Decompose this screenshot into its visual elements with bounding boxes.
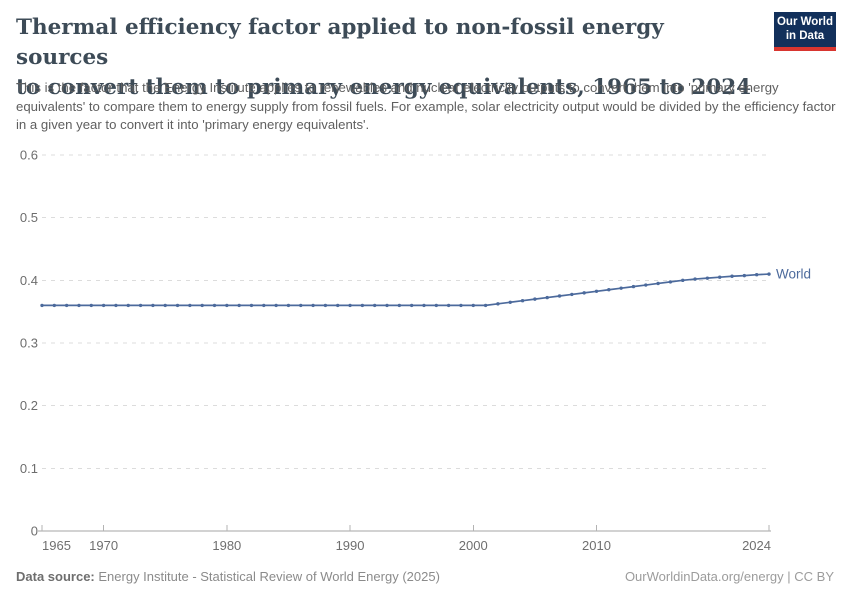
chart-title: Thermal efficiency factor applied to non… <box>16 13 761 103</box>
x-axis-tick-label: 2010 <box>582 538 611 553</box>
data-point <box>459 303 463 308</box>
data-point <box>138 303 143 308</box>
y-axis-tick-label: 0.1 <box>20 461 38 476</box>
owid-logo-line1: Our World <box>776 16 833 28</box>
data-point <box>718 275 722 279</box>
y-axis-tick-label: 0 <box>31 524 38 539</box>
data-point <box>323 303 328 308</box>
x-axis-tick-label: 2024 <box>742 538 771 553</box>
data-point <box>668 280 673 284</box>
data-point <box>385 303 389 308</box>
data-point <box>225 303 229 308</box>
data-point <box>372 303 377 308</box>
data-point <box>126 303 130 308</box>
data-point <box>508 300 512 304</box>
line-chart-svg: 0 0.1 0.2 0.3 0.4 0.5 0.6 1965 1970 1980 1990 2000 2… <box>20 147 811 553</box>
data-point <box>533 297 537 301</box>
data-point <box>582 291 586 295</box>
data-point <box>754 272 759 277</box>
data-point <box>101 303 106 308</box>
data-point <box>767 272 771 276</box>
data-point <box>446 303 451 308</box>
data-point <box>434 303 439 308</box>
data-point <box>471 303 475 308</box>
x-axis-tick-label: 1970 <box>89 538 118 553</box>
data-point <box>262 303 266 308</box>
data-source-label: Data source: <box>16 569 95 584</box>
data-point <box>175 303 180 308</box>
owid-logo-line2: in Data <box>785 29 825 42</box>
data-point <box>336 303 340 308</box>
owid-logo: Our World in Data <box>774 12 836 51</box>
line-chart: 0 0.1 0.2 0.3 0.4 0.5 0.6 1965 1970 1980 1990 2000 2… <box>0 140 850 570</box>
data-point <box>483 303 488 308</box>
y-axis-tick-label: 0.5 <box>20 210 38 225</box>
chart-title-line1: Thermal efficiency factor applied to non… <box>16 15 664 70</box>
data-point <box>693 277 697 281</box>
series-line <box>41 273 770 307</box>
data-point <box>545 295 549 300</box>
data-point <box>730 274 734 278</box>
data-point <box>681 278 685 283</box>
data-point <box>397 303 402 308</box>
x-axis-tick-label: 1965 <box>42 538 71 553</box>
data-point <box>656 281 660 286</box>
data-point <box>496 302 500 306</box>
data-point <box>422 303 426 308</box>
data-point <box>644 283 648 287</box>
data-point <box>360 303 365 308</box>
data-point <box>114 303 118 308</box>
chart-footer: Data source: Energy Institute - Statisti… <box>16 569 834 584</box>
y-axis-tick-label: 0.4 <box>20 273 38 288</box>
data-point <box>200 303 204 308</box>
data-point <box>89 303 93 308</box>
data-point <box>607 288 611 292</box>
data-point <box>163 303 167 308</box>
data-point <box>520 298 525 303</box>
data-point <box>40 303 44 308</box>
data-point <box>188 303 192 308</box>
y-axis-tick-label: 0.2 <box>20 398 38 413</box>
data-point <box>705 276 710 280</box>
chart-subtitle: This is the factor that the Energy Insti… <box>16 80 836 132</box>
data-point <box>286 303 291 308</box>
data-point <box>212 303 217 308</box>
data-point <box>311 303 315 308</box>
data-point <box>348 303 352 308</box>
data-point <box>52 303 57 308</box>
x-axis-tick-label: 1980 <box>212 538 241 553</box>
x-axis-tick-label: 2000 <box>459 538 488 553</box>
data-point <box>274 303 278 308</box>
data-source: Data source: Energy Institute - Statisti… <box>16 569 440 584</box>
data-point <box>742 273 747 278</box>
license-attribution: OurWorldinData.org/energy | CC BY <box>624 569 834 584</box>
data-point <box>299 303 303 308</box>
data-point <box>249 303 254 308</box>
data-point <box>570 292 574 297</box>
chart-title-line2: to convert them to primary energy equiva… <box>16 75 752 100</box>
data-source-text: Energy Institute - Statistical Review of… <box>98 569 440 584</box>
y-axis-tick-label: 0.3 <box>20 335 38 350</box>
data-point <box>594 289 599 293</box>
data-point <box>151 303 155 308</box>
series-end-label: World <box>776 267 811 282</box>
x-axis-tick-label: 1990 <box>336 538 365 553</box>
data-point <box>409 303 414 308</box>
data-point <box>619 286 623 290</box>
y-axis-tick-label: 0.6 <box>20 147 38 162</box>
data-point <box>77 303 81 308</box>
data-point <box>64 303 69 308</box>
data-point <box>631 284 636 289</box>
data-point <box>237 303 241 308</box>
data-point <box>557 294 562 298</box>
